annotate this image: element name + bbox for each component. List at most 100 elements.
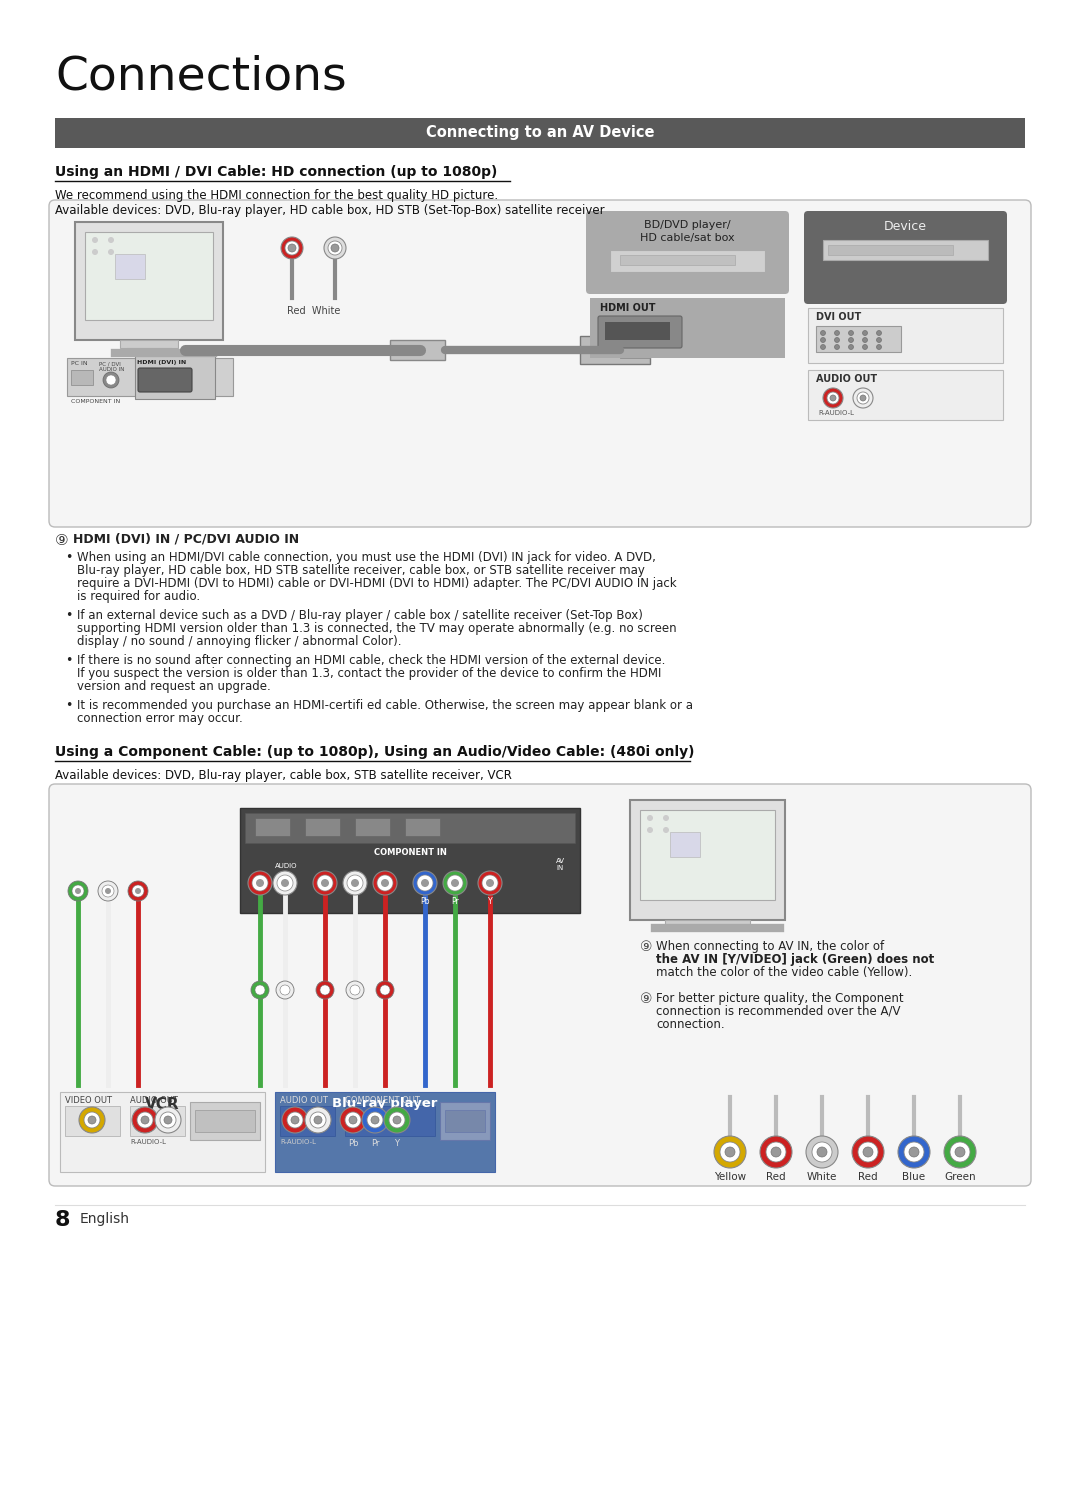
Circle shape — [92, 238, 98, 244]
FancyBboxPatch shape — [598, 317, 681, 348]
Circle shape — [328, 241, 342, 255]
Text: Blue: Blue — [903, 1171, 926, 1182]
Circle shape — [305, 1107, 330, 1132]
Text: Blu-ray player: Blu-ray player — [333, 1097, 437, 1110]
Circle shape — [252, 875, 268, 890]
Circle shape — [858, 1141, 878, 1162]
Circle shape — [806, 1135, 838, 1168]
Text: COMPONENT OUT: COMPONENT OUT — [345, 1097, 420, 1106]
FancyBboxPatch shape — [138, 368, 192, 391]
Text: English: English — [80, 1212, 130, 1227]
Circle shape — [897, 1135, 930, 1168]
Text: Available devices: DVD, Blu-ray player, HD cable box, HD STB (Set-Top-Box) satel: Available devices: DVD, Blu-ray player, … — [55, 205, 605, 217]
Circle shape — [835, 345, 839, 350]
Bar — [405, 819, 440, 837]
Circle shape — [129, 881, 148, 901]
Circle shape — [310, 1112, 326, 1128]
Circle shape — [413, 871, 437, 895]
Text: Y: Y — [488, 896, 492, 905]
Circle shape — [367, 1112, 383, 1128]
Circle shape — [647, 816, 653, 822]
Bar — [130, 1106, 185, 1135]
Bar — [828, 245, 953, 255]
Circle shape — [377, 875, 393, 890]
Circle shape — [340, 1107, 366, 1132]
Circle shape — [376, 982, 394, 999]
Text: Green: Green — [944, 1171, 976, 1182]
Circle shape — [164, 1116, 172, 1123]
Bar — [630, 799, 785, 920]
Text: White: White — [807, 1171, 837, 1182]
Bar — [390, 341, 445, 360]
Circle shape — [314, 1116, 322, 1123]
Text: PC / DVI
AUDIO IN: PC / DVI AUDIO IN — [99, 362, 124, 372]
Text: Connections: Connections — [55, 55, 347, 100]
Circle shape — [863, 338, 867, 342]
Bar — [85, 232, 213, 320]
Circle shape — [714, 1135, 746, 1168]
Bar — [823, 241, 988, 260]
Text: •: • — [65, 699, 72, 713]
Circle shape — [393, 1116, 401, 1123]
Circle shape — [863, 330, 867, 336]
Text: Connecting to an AV Device: Connecting to an AV Device — [426, 125, 654, 140]
Circle shape — [156, 1107, 181, 1132]
Circle shape — [860, 394, 866, 400]
Text: R-AUDIO-L: R-AUDIO-L — [130, 1138, 166, 1144]
Circle shape — [316, 982, 334, 999]
Bar — [445, 1110, 485, 1132]
Circle shape — [321, 878, 329, 887]
Circle shape — [849, 338, 853, 342]
Circle shape — [103, 372, 119, 388]
Circle shape — [447, 875, 463, 890]
Text: version and request an upgrade.: version and request an upgrade. — [77, 680, 271, 693]
Circle shape — [79, 1107, 105, 1132]
Text: Red: Red — [766, 1171, 786, 1182]
FancyBboxPatch shape — [804, 211, 1007, 303]
Circle shape — [909, 1147, 919, 1156]
Circle shape — [766, 1141, 786, 1162]
Circle shape — [98, 881, 118, 901]
Text: match the color of the video cable (Yellow).: match the color of the video cable (Yell… — [656, 967, 913, 979]
Text: It is recommended you purchase an HDMI-certifi ed cable. Otherwise, the screen m: It is recommended you purchase an HDMI-c… — [77, 699, 693, 713]
Text: AUDIO OUT: AUDIO OUT — [816, 374, 877, 384]
Text: ⑨: ⑨ — [55, 533, 69, 548]
Bar — [67, 359, 233, 396]
Circle shape — [482, 875, 498, 890]
Circle shape — [863, 345, 867, 350]
Bar — [605, 323, 670, 341]
Text: VIDEO OUT: VIDEO OUT — [65, 1097, 112, 1106]
Bar — [670, 832, 700, 858]
Text: Pb: Pb — [420, 896, 430, 905]
Text: Available devices: DVD, Blu-ray player, cable box, STB satellite receiver, VCR: Available devices: DVD, Blu-ray player, … — [55, 769, 512, 781]
Circle shape — [105, 887, 111, 893]
Bar — [60, 1092, 265, 1171]
Text: Pb: Pb — [348, 1138, 359, 1147]
Circle shape — [345, 1112, 361, 1128]
Circle shape — [72, 884, 84, 896]
Bar — [120, 341, 178, 348]
Text: When connecting to AV IN, the color of: When connecting to AV IN, the color of — [656, 940, 885, 953]
Circle shape — [349, 1116, 357, 1123]
Circle shape — [835, 330, 839, 336]
Bar — [816, 326, 901, 353]
FancyBboxPatch shape — [586, 211, 789, 294]
Circle shape — [812, 1141, 832, 1162]
Circle shape — [108, 249, 114, 255]
Circle shape — [771, 1147, 781, 1156]
Circle shape — [877, 345, 881, 350]
Circle shape — [68, 881, 87, 901]
Circle shape — [75, 887, 81, 893]
Circle shape — [372, 1116, 379, 1123]
Text: require a DVI-HDMI (DVI to HDMI) cable or DVI-HDMI (DVI to HDMI) adapter. The PC: require a DVI-HDMI (DVI to HDMI) cable o… — [77, 577, 677, 590]
Text: R-AUDIO-L: R-AUDIO-L — [280, 1138, 316, 1144]
Text: AUDIO OUT: AUDIO OUT — [130, 1097, 178, 1106]
Circle shape — [944, 1135, 976, 1168]
Circle shape — [102, 884, 114, 896]
Text: When using an HDMI/DVI cable connection, you must use the HDMI (DVI) IN jack for: When using an HDMI/DVI cable connection,… — [77, 551, 656, 565]
Bar — [190, 1103, 260, 1140]
Circle shape — [351, 878, 359, 887]
Circle shape — [821, 330, 825, 336]
FancyBboxPatch shape — [49, 200, 1031, 527]
FancyBboxPatch shape — [49, 784, 1031, 1186]
